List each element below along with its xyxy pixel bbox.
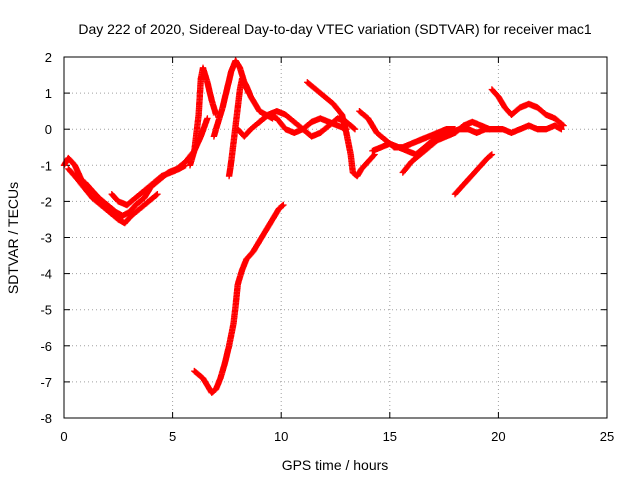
y-tick-label: -8 (40, 411, 52, 426)
y-tick-label: 0 (45, 122, 52, 137)
series-arc-4 (186, 64, 220, 169)
series-arc-5 (210, 57, 252, 140)
series-arc-12 (369, 122, 565, 158)
chart-title: Day 222 of 2020, Sidereal Day-to-day VTE… (78, 21, 591, 37)
series-arc-11 (356, 108, 459, 151)
series-arc-10 (304, 79, 378, 180)
x-axis-label: GPS time / hours (282, 457, 389, 473)
y-tick-label: -4 (40, 267, 52, 282)
y-tick-label: 2 (45, 50, 52, 65)
data-marks (60, 115, 211, 219)
data-marks (356, 108, 459, 151)
series-arc-14 (451, 151, 496, 198)
y-tick-label: -3 (40, 231, 52, 246)
series-arc-6 (225, 75, 276, 180)
data-marks (210, 57, 252, 140)
y-tick-label: -2 (40, 194, 52, 209)
x-tick-label: 5 (169, 429, 176, 444)
x-tick-label: 15 (383, 429, 397, 444)
series-arc-3 (108, 162, 189, 209)
x-tick-label: 0 (60, 429, 67, 444)
grid (64, 57, 607, 418)
x-tick-label: 25 (600, 429, 614, 444)
x-tick-label: 20 (491, 429, 505, 444)
x-tick-label: 10 (274, 429, 288, 444)
series-arc-2 (65, 165, 161, 227)
data-marks (225, 75, 276, 180)
data-marks (488, 86, 567, 129)
y-tick-label: -6 (40, 339, 52, 354)
data-marks (108, 162, 189, 209)
plot-data (60, 57, 567, 396)
data-marks (304, 79, 378, 180)
data-marks (186, 64, 220, 169)
data-marks (369, 122, 565, 158)
series-arc-7 (191, 201, 287, 396)
series-arc-13 (399, 118, 493, 176)
plot-frame (63, 56, 608, 419)
data-marks (65, 165, 161, 227)
series-arc-15 (488, 86, 567, 129)
y-tick-label: -1 (40, 158, 52, 173)
data-marks (191, 201, 287, 396)
series-arc-1 (60, 115, 211, 219)
y-axis-label: SDTVAR / TECUs (5, 182, 21, 294)
y-tick-label: -5 (40, 303, 52, 318)
data-marks (399, 118, 493, 176)
data-marks (451, 151, 496, 198)
y-tick-label: 1 (45, 86, 52, 101)
y-tick-label: -7 (40, 375, 52, 390)
